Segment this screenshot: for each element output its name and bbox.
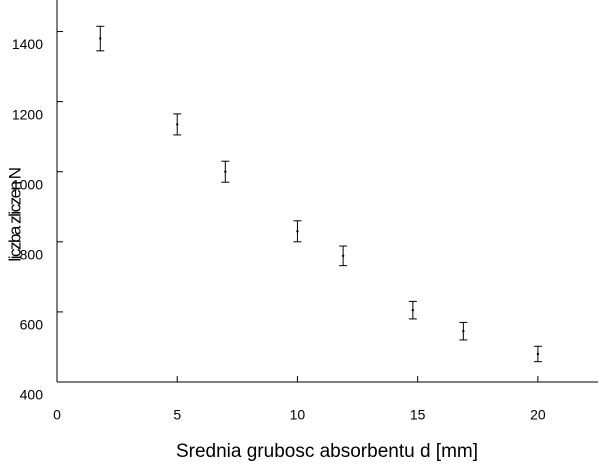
point	[99, 37, 102, 40]
point	[224, 170, 227, 173]
x-tick-label: 10	[290, 407, 306, 423]
y-tick-label: 1000	[12, 176, 43, 192]
x-tick-label: 20	[530, 407, 546, 423]
y-tick-label: 800	[20, 247, 44, 263]
y-tick-label: 400	[20, 387, 44, 403]
point	[411, 308, 415, 312]
x-tick-label: 5	[173, 407, 181, 423]
x-tick-label: 0	[53, 407, 61, 423]
y-tick-label: 1400	[12, 36, 43, 52]
point	[536, 352, 540, 356]
x-tick-label: 15	[410, 407, 426, 423]
y-tick-label: 1200	[12, 106, 43, 122]
y-tick-label: 600	[20, 317, 44, 333]
point	[176, 123, 179, 126]
point	[462, 329, 465, 333]
point	[296, 230, 299, 233]
x-axis-label: Srednia grubosc absorbentu d [mm]	[176, 441, 478, 462]
point	[341, 254, 345, 258]
y-axis-label: liczba zliczen N	[5, 168, 24, 261]
